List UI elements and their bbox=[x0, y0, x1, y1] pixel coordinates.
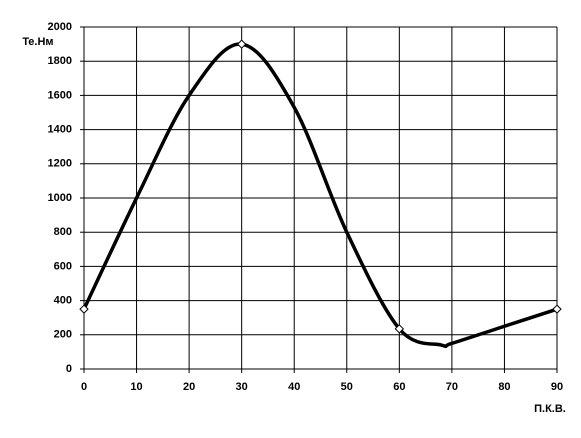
x-tick-label: 0 bbox=[81, 381, 87, 393]
y-tick-label: 1000 bbox=[48, 192, 72, 204]
y-tick-label: 0 bbox=[66, 363, 72, 375]
y-tick-label: 1200 bbox=[48, 158, 72, 170]
y-tick-label: 800 bbox=[54, 226, 72, 238]
y-axis-label: Te.Нм bbox=[22, 36, 53, 48]
x-tick-label: 70 bbox=[446, 381, 458, 393]
x-tick-label: 90 bbox=[551, 381, 563, 393]
x-tick-label: 60 bbox=[393, 381, 405, 393]
point-marker bbox=[236, 39, 247, 49]
y-tick-label: 200 bbox=[54, 329, 72, 341]
point-marker bbox=[394, 324, 405, 334]
x-axis-label: П.К.В. bbox=[534, 403, 566, 415]
x-tick-label: 50 bbox=[341, 381, 353, 393]
y-tick-label: 1800 bbox=[48, 55, 72, 67]
x-tick-label: 80 bbox=[498, 381, 510, 393]
y-tick-label: 1400 bbox=[48, 124, 72, 136]
y-tick-label: 1600 bbox=[48, 89, 72, 101]
point-marker bbox=[552, 304, 562, 314]
x-tick-label: 30 bbox=[236, 381, 248, 393]
x-tick-label: 40 bbox=[288, 381, 300, 393]
x-tick-label: 10 bbox=[130, 381, 142, 393]
x-tick-label: 20 bbox=[183, 381, 195, 393]
y-tick-label: 2000 bbox=[48, 21, 72, 33]
y-tick-label: 400 bbox=[54, 295, 72, 307]
line-series bbox=[82, 42, 558, 349]
point-marker bbox=[79, 304, 89, 314]
y-tick-label: 600 bbox=[54, 260, 72, 272]
